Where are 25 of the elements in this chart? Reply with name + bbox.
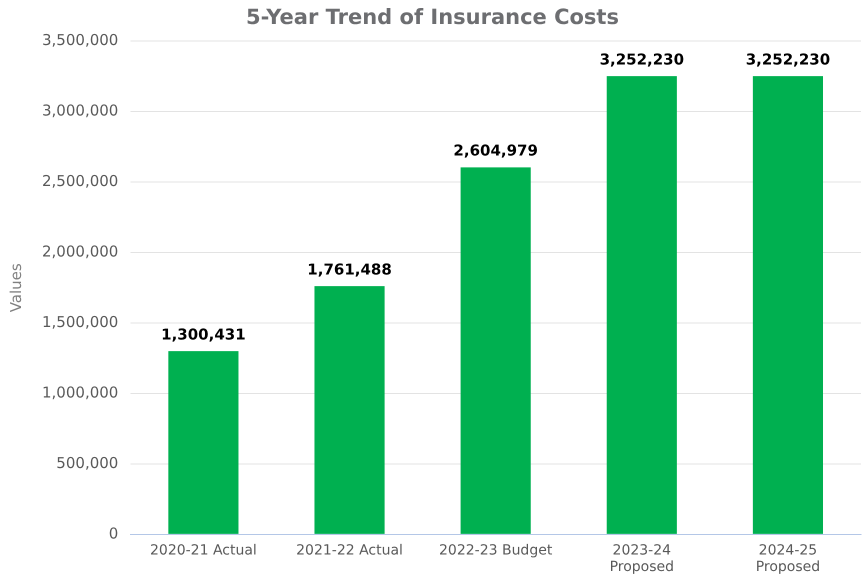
bar — [752, 76, 824, 534]
data-label: 2,604,979 — [453, 142, 538, 160]
bar — [606, 76, 677, 534]
x-tick-label: 2023-24 Proposed — [610, 542, 674, 576]
x-tick-label: 2020-21 Actual — [150, 542, 257, 558]
y-tick-label: 1,500,000 — [42, 312, 118, 331]
y-tick-label: 3,500,000 — [42, 31, 118, 50]
data-label: 1,761,488 — [307, 260, 392, 279]
y-tick-label: 3,000,000 — [42, 102, 118, 120]
x-tick-label: 2022-23 Budget — [439, 542, 553, 558]
bar — [168, 351, 238, 534]
x-tick-label: 2021-22 Actual — [296, 542, 403, 558]
x-tick-label: 2024-25 Proposed — [756, 542, 820, 576]
data-label: 3,252,230 — [600, 50, 684, 69]
data-label: 3,252,230 — [746, 50, 830, 69]
chart-title: 5-Year Trend of Insurance Costs — [246, 5, 619, 30]
data-label: 1,300,431 — [161, 326, 246, 344]
bar — [314, 286, 385, 534]
y-tick-label: 1,000,000 — [42, 383, 118, 402]
y-tick-label: 2,500,000 — [42, 172, 118, 190]
y-tick-label: 0 — [108, 524, 118, 542]
bar — [460, 167, 531, 534]
y-tick-label: 500,000 — [56, 454, 118, 472]
y-axis-title: Values — [6, 263, 25, 312]
y-tick-label: 2,000,000 — [42, 242, 118, 260]
